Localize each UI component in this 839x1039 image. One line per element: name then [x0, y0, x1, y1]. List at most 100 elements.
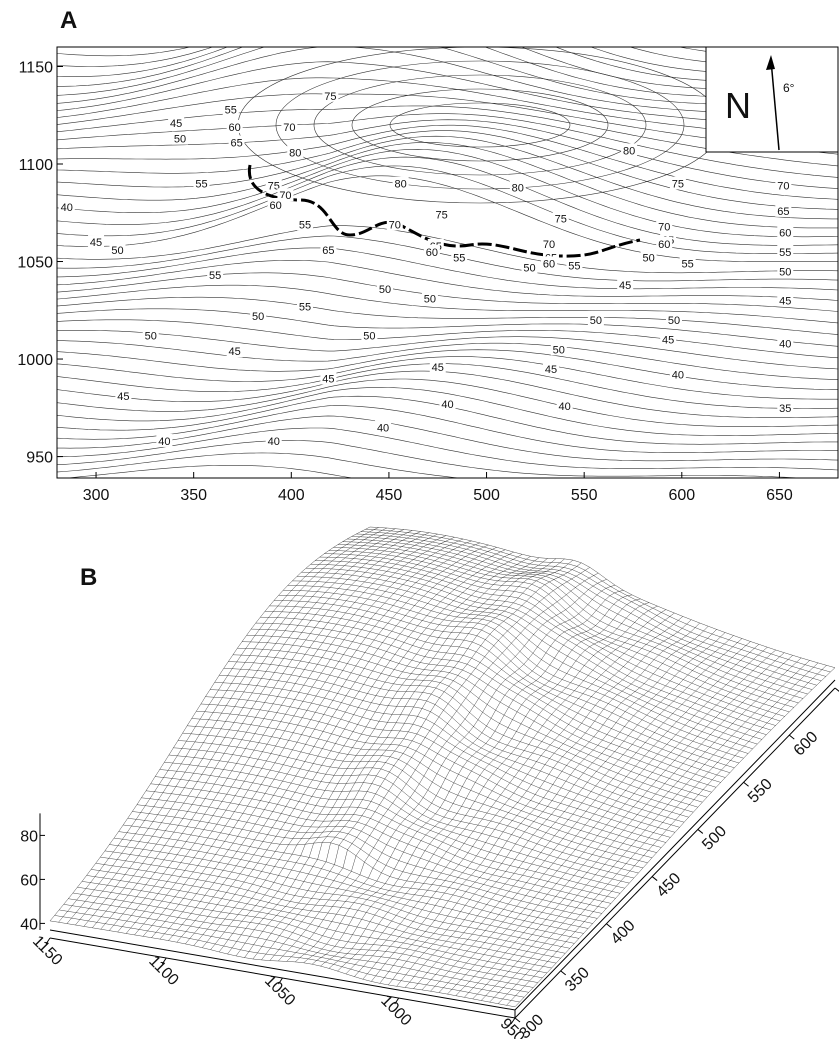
contour-label-bg: [277, 188, 294, 202]
mesh-line: [219, 675, 685, 823]
contour-label-bg: [541, 236, 558, 250]
contour-label-bg: [656, 219, 673, 233]
contour-label: 60: [779, 227, 791, 239]
contour-line: [57, 124, 838, 200]
contour-label-bg: [58, 199, 75, 213]
mesh-line: [196, 711, 662, 848]
contour-label: 55: [299, 219, 311, 231]
contour-line: [57, 415, 838, 462]
x-tick: [606, 923, 612, 929]
contour-line: [57, 119, 838, 189]
contour-label: 80: [395, 179, 407, 191]
contour-label-bg: [541, 256, 558, 270]
x-tick-label: 350: [562, 964, 593, 995]
mesh-line: [173, 747, 639, 874]
contour-label-bg: [421, 291, 438, 305]
contour-line: [57, 284, 838, 324]
y-tick-label: 1150: [19, 60, 54, 77]
contour-label: 50: [553, 344, 565, 356]
y-tick-label: 1150: [29, 933, 65, 969]
mesh-line: [92, 530, 413, 928]
contour-label-bg: [267, 197, 284, 211]
contour-label: 60: [426, 247, 438, 259]
contour-line: [57, 235, 838, 282]
contour-line: [313, 74, 647, 176]
contour-label: 50: [252, 311, 264, 323]
contour-line: [63, 465, 355, 478]
contour-label-bg: [679, 256, 696, 270]
contour-label-bg: [656, 236, 673, 250]
x-tick: [743, 781, 749, 787]
mesh-line: [109, 532, 430, 931]
mesh-line: [264, 611, 730, 773]
contour-line: [57, 405, 838, 453]
contour-label: 50: [145, 331, 157, 343]
contour-label-bg: [509, 180, 526, 194]
mesh-line: [151, 540, 472, 938]
contour-label-bg: [296, 299, 313, 313]
mesh-line: [244, 558, 565, 958]
contour-line: [57, 427, 838, 471]
mesh-line: [132, 811, 598, 919]
x-tick-label: 600: [668, 487, 695, 504]
contour-label-bg: [521, 260, 538, 274]
mesh-line: [117, 533, 438, 933]
contour-label: 70: [283, 122, 295, 134]
contour-line: [57, 378, 838, 427]
y-tick: [510, 1017, 516, 1025]
contour-label-bg: [172, 131, 189, 145]
contour-label-bg: [168, 116, 185, 130]
mesh-line: [260, 617, 726, 778]
x-tick: [834, 687, 839, 692]
mesh-line: [164, 762, 630, 884]
mesh-line: [514, 667, 836, 1007]
contour-label: 70: [777, 180, 789, 192]
mesh-line: [77, 887, 543, 978]
contour-line: [57, 148, 838, 238]
y-tick: [161, 957, 167, 965]
x-tick-label: 300: [516, 1011, 547, 1039]
contour-line: [57, 175, 838, 262]
contour-label: 45: [229, 346, 241, 358]
mesh-line: [136, 804, 602, 914]
contour-label-bg: [226, 119, 243, 133]
y-tick-label: 1000: [377, 992, 414, 1029]
mesh-line: [438, 644, 760, 993]
contour-line: [57, 135, 838, 220]
contour-label-bg: [287, 145, 304, 159]
mesh-line: [182, 732, 648, 863]
contour-label-bg: [281, 119, 298, 133]
mesh-line: [232, 654, 698, 808]
x-tick: [514, 1017, 521, 1023]
contour-label: 55: [568, 260, 580, 272]
y-tick-label: 1100: [145, 953, 181, 989]
contour-line: [275, 60, 685, 190]
contour-label-bg: [423, 244, 440, 258]
contour-label: 55: [195, 179, 207, 191]
mesh-line: [66, 527, 387, 924]
contour-label: 80: [623, 145, 635, 157]
mesh-line: [177, 740, 644, 869]
y-tick-label: 1050: [261, 972, 298, 1009]
contour-label: 75: [672, 179, 684, 191]
mesh-line: [292, 580, 758, 745]
contour-label-bg: [322, 88, 339, 102]
declination: 6°: [783, 81, 795, 95]
contour-label: 70: [658, 221, 670, 233]
mesh-line: [214, 682, 680, 828]
contour-label: 75: [324, 91, 336, 103]
mesh-line: [72, 892, 538, 983]
mesh-line: [472, 655, 793, 1000]
contour-label-bg: [665, 313, 682, 327]
contour-label-bg: [640, 250, 657, 264]
y-tick: [278, 977, 283, 985]
mesh-line: [200, 703, 666, 843]
contour-label: 75: [436, 210, 448, 222]
surface-mesh: [49, 526, 836, 1007]
contour-label: 60: [543, 258, 555, 270]
contour-label: 55: [209, 270, 221, 282]
contour-label-bg: [320, 242, 337, 256]
contour-label-bg: [777, 264, 794, 278]
contour-line: [57, 260, 838, 301]
y-tick-label: 1100: [19, 157, 54, 174]
